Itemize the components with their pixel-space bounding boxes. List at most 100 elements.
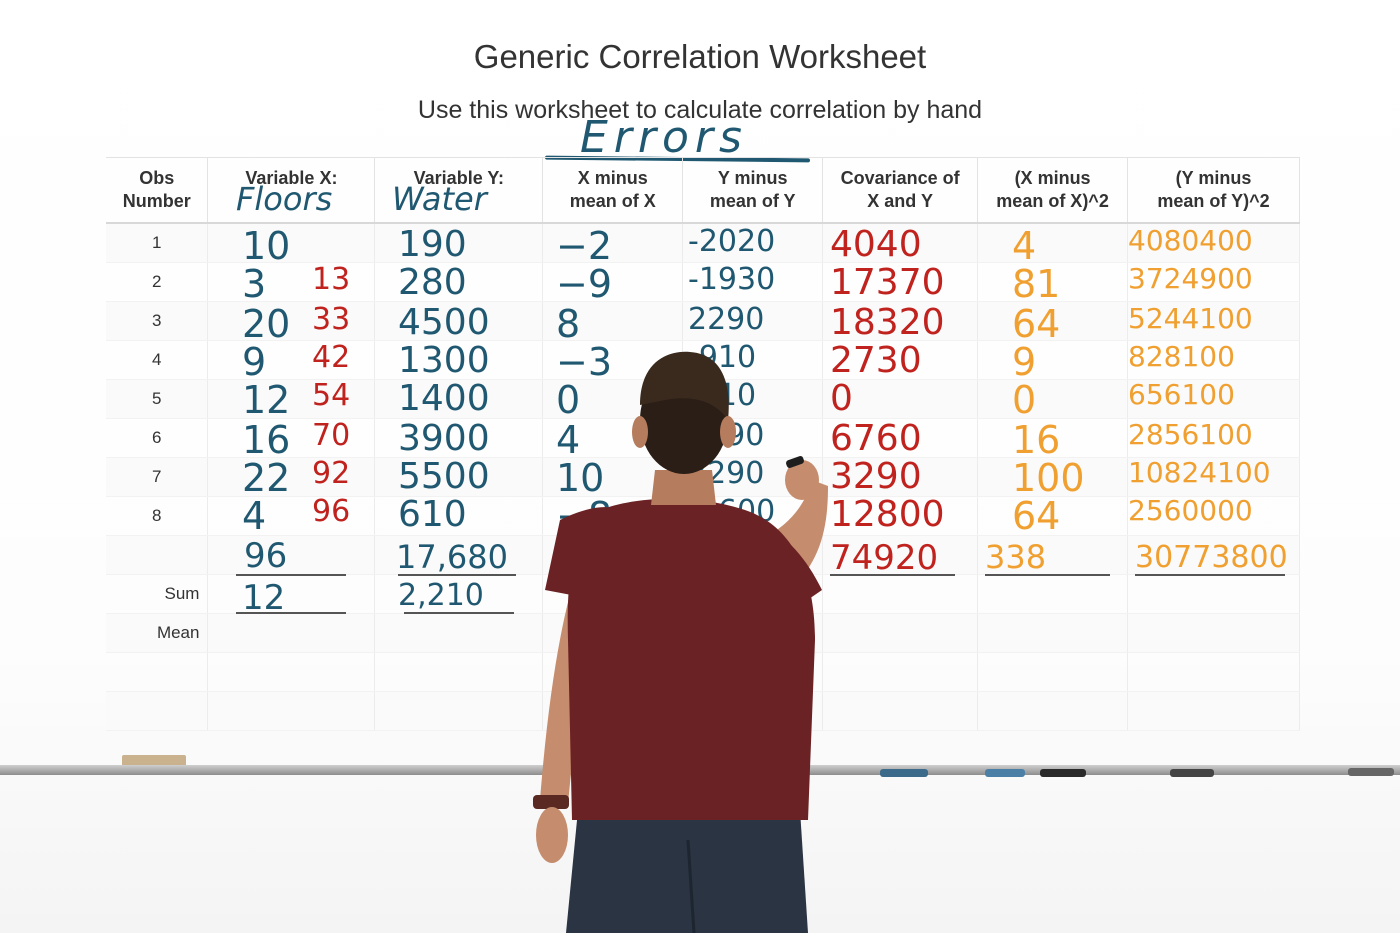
cell-cov: 0 xyxy=(830,378,853,419)
cell-dx: −2 xyxy=(556,224,613,268)
cell-y: 5500 xyxy=(398,456,490,497)
obs-number: 1 xyxy=(106,223,209,263)
header-row: Obs Number Variable X: Variable Y: X minu… xyxy=(106,157,1300,224)
x-variable-name: Floors xyxy=(236,180,333,218)
header-obs: Obs Number xyxy=(106,157,209,224)
marker-icon xyxy=(985,769,1025,777)
table-row: 5 xyxy=(106,379,1300,419)
cell-cov: 2730 xyxy=(830,340,922,381)
sum-x: 96 xyxy=(244,536,288,576)
cell-dy2: 2560000 xyxy=(1128,494,1253,527)
mean-label: Mean xyxy=(106,613,209,653)
cell-y: 610 xyxy=(398,494,467,535)
obs-number: 8 xyxy=(106,496,209,536)
header-covariance: Covariance of X and Y xyxy=(822,157,979,224)
marker-icon xyxy=(1170,769,1214,777)
cell-cov: 6760 xyxy=(830,418,922,459)
mean-y-underline xyxy=(404,612,514,614)
header-x-squared: (X minus mean of X)^2 xyxy=(977,157,1129,224)
cell-y: 190 xyxy=(398,224,467,265)
cell-dx2: 9 xyxy=(1012,340,1037,384)
cell-dx: 10 xyxy=(556,456,605,500)
cell-dx: −3 xyxy=(556,340,613,384)
obs-number: 6 xyxy=(106,418,209,458)
correlation-table: Obs Number Variable X: Variable Y: X minu… xyxy=(106,157,1300,731)
cell-cum: 13 xyxy=(312,262,351,297)
cell-x: 12 xyxy=(242,378,291,422)
cell-cum: 92 xyxy=(312,456,351,491)
cell-dx: −9 xyxy=(556,262,613,306)
cell-cum: 96 xyxy=(312,494,351,529)
table-row: 6 xyxy=(106,418,1300,458)
cell-y: 3900 xyxy=(398,418,490,459)
cell-x: 4 xyxy=(242,494,267,538)
cell-cov: 12800 xyxy=(830,494,945,535)
cell-y: 4500 xyxy=(398,302,490,343)
cell-dy2: 4080400 xyxy=(1128,224,1253,257)
cell-cum: 70 xyxy=(312,418,351,453)
cell-cov: 4040 xyxy=(830,224,922,265)
header-variable-y: Variable Y: xyxy=(374,157,544,224)
marker-icon xyxy=(1040,769,1086,777)
worksheet-title: Generic Correlation Worksheet xyxy=(473,38,927,75)
table-row: 1 xyxy=(106,223,1300,263)
obs-number: 5 xyxy=(106,379,209,419)
cell-dy2: 656100 xyxy=(1128,378,1235,411)
cell-dx2: 64 xyxy=(1012,494,1061,538)
sum-y2-underline xyxy=(1135,574,1285,576)
obs-number: 7 xyxy=(106,457,209,497)
sum-x2: 338 xyxy=(985,538,1047,576)
cell-dy2: 3724900 xyxy=(1128,262,1253,295)
cell-cum: 33 xyxy=(312,302,351,337)
cell-dx2: 64 xyxy=(1012,302,1061,346)
cell-x: 22 xyxy=(242,456,291,500)
cell-cov: 3290 xyxy=(830,456,922,497)
cell-dx: 0 xyxy=(556,378,581,422)
sum-cov: 74920 xyxy=(830,538,939,578)
y-variable-name: Water xyxy=(392,180,487,218)
obs-number: 4 xyxy=(106,340,209,380)
header-y-minus-mean: Y minus mean of Y xyxy=(682,157,824,224)
cell-x: 20 xyxy=(242,302,291,346)
cell-dy2: 10824100 xyxy=(1128,456,1271,489)
cell-dx2: 16 xyxy=(1012,418,1061,462)
cell-dx2: 100 xyxy=(1012,456,1085,500)
cell-cum: 42 xyxy=(312,340,351,375)
table-row: 7 xyxy=(106,457,1300,497)
cell-x: 10 xyxy=(242,224,291,268)
cell-dy2: 828100 xyxy=(1128,340,1235,373)
sum-label: Sum xyxy=(106,574,209,614)
table-row: 2 xyxy=(106,262,1300,302)
cell-dx: 8 xyxy=(556,302,581,346)
cell-dy: -1930 xyxy=(688,262,776,297)
cell-y: 1400 xyxy=(398,378,490,419)
sum-x-underline xyxy=(236,574,346,576)
cell-x: 3 xyxy=(242,262,267,306)
sum-x2-underline xyxy=(985,574,1110,576)
cell-y: 1300 xyxy=(398,340,490,381)
mean-x-underline xyxy=(236,612,346,614)
header-y-squared: (Y minus mean of Y)^2 xyxy=(1127,157,1300,224)
sum-y-underline xyxy=(398,574,516,576)
sum-y2: 30773800 xyxy=(1135,540,1288,575)
cell-dx2: 0 xyxy=(1012,378,1037,422)
cell-dy2: 2856100 xyxy=(1128,418,1253,451)
cell-dy: 2290 xyxy=(688,302,765,337)
sum-y: 17,680 xyxy=(396,538,508,576)
cell-x: 16 xyxy=(242,418,291,462)
mean-y: 2,210 xyxy=(398,578,484,613)
cell-dy2: 5244100 xyxy=(1128,302,1253,335)
worksheet-subtitle: Use this worksheet to calculate correlat… xyxy=(417,96,983,124)
cell-dx: 4 xyxy=(556,418,581,462)
cell-cum: 54 xyxy=(312,378,351,413)
table-row-blank xyxy=(106,535,1300,575)
errors-annotation: Errors xyxy=(580,112,748,163)
table-row: 3 xyxy=(106,301,1300,341)
cell-dx2: 4 xyxy=(1012,224,1037,268)
cell-y: 280 xyxy=(398,262,467,303)
sum-cov-underline xyxy=(830,574,955,576)
cell-cov: 17370 xyxy=(830,262,945,303)
obs-number: 3 xyxy=(106,301,209,341)
cell-dy: -2020 xyxy=(688,224,776,259)
